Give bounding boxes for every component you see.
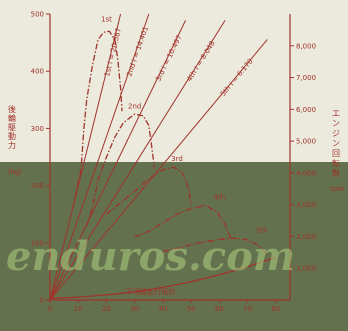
- y-right-tick-label: 6,000: [296, 106, 316, 114]
- rpm-line-label: 1st i = 20.387: [103, 27, 123, 77]
- x-tick-label: 40: [158, 305, 167, 313]
- y-right-label-char: 転: [332, 159, 340, 168]
- gear-label: 4th: [214, 193, 226, 201]
- force-curve: [86, 113, 156, 226]
- x-tick-label: 30: [130, 305, 139, 313]
- x-tick-label: 0: [48, 305, 52, 313]
- gear-label: 1st: [101, 15, 112, 23]
- y-right-tick-label: 5,000: [296, 138, 316, 146]
- x-tick-label: 60: [215, 305, 224, 313]
- force-curve: [134, 204, 232, 239]
- y-right-tick-label: 4,000: [296, 169, 316, 177]
- y-right-label-char: 回: [332, 149, 340, 158]
- y-right-label-char: ン: [332, 119, 340, 128]
- rpm-line-label: 3rd i = 10.497: [154, 34, 183, 83]
- y-left-tick-label: 200: [31, 182, 44, 190]
- rpm-line: [49, 13, 122, 301]
- rpm-line-label: 5th i = 6.170: [219, 57, 255, 98]
- gear-label: 3rd: [171, 155, 183, 163]
- force-curve: [71, 30, 123, 209]
- y-right-tick-label: 2,000: [296, 233, 316, 241]
- gear-label: 2nd: [128, 102, 141, 110]
- y-left-label-char: 後: [8, 104, 16, 114]
- rpm-line-label: 2nd i = 14.401: [125, 26, 150, 78]
- y-left-label-char: 駆: [8, 123, 16, 132]
- y-left-tick-label: 500: [31, 11, 44, 19]
- rpm-line: [49, 20, 186, 301]
- gear-label: 5th: [256, 227, 268, 235]
- watermark-text: enduros.com: [6, 233, 295, 280]
- rpm-line-label: 4th i = 8.048: [185, 40, 216, 83]
- y-right-label-char: 数: [332, 168, 340, 178]
- y-left-tick-label: 0: [40, 297, 44, 305]
- rpm-line: [49, 20, 226, 301]
- y-right-tick-label: 7,000: [296, 74, 316, 82]
- y-right-label-char: ジ: [332, 129, 340, 138]
- force-curve: [106, 166, 192, 215]
- y-left-label-char: 力: [8, 140, 16, 150]
- x-tick-label: 50: [187, 305, 196, 313]
- y-left-tick-label: 300: [31, 125, 44, 133]
- road-load-curve: [49, 256, 277, 299]
- y-left-label-char: 動: [8, 132, 16, 141]
- y-right-unit: rpm: [330, 185, 344, 193]
- force-curve: [162, 237, 268, 256]
- y-right-tick-label: 3,000: [296, 201, 316, 209]
- x-tick-label: 20: [102, 305, 111, 313]
- y-left-label-char: 輪: [8, 113, 16, 123]
- y-left-tick-label: 100: [31, 239, 44, 247]
- y-right-tick-label: 1,000: [296, 265, 316, 273]
- y-left-tick-label: 400: [31, 68, 44, 76]
- x-tick-label: 80: [271, 305, 280, 313]
- y-right-label-char: ン: [332, 139, 340, 148]
- y-right-tick-label: 8,000: [296, 42, 316, 50]
- y-left-unit: (kg): [8, 168, 22, 176]
- road-load-label: 平坦路走行抵抗: [126, 287, 175, 296]
- x-tick-label: 10: [74, 305, 83, 313]
- rpm-line: [49, 39, 268, 301]
- rpm-line: [49, 13, 150, 301]
- y-right-label-char: エ: [332, 109, 340, 118]
- x-tick-label: 70: [243, 305, 252, 313]
